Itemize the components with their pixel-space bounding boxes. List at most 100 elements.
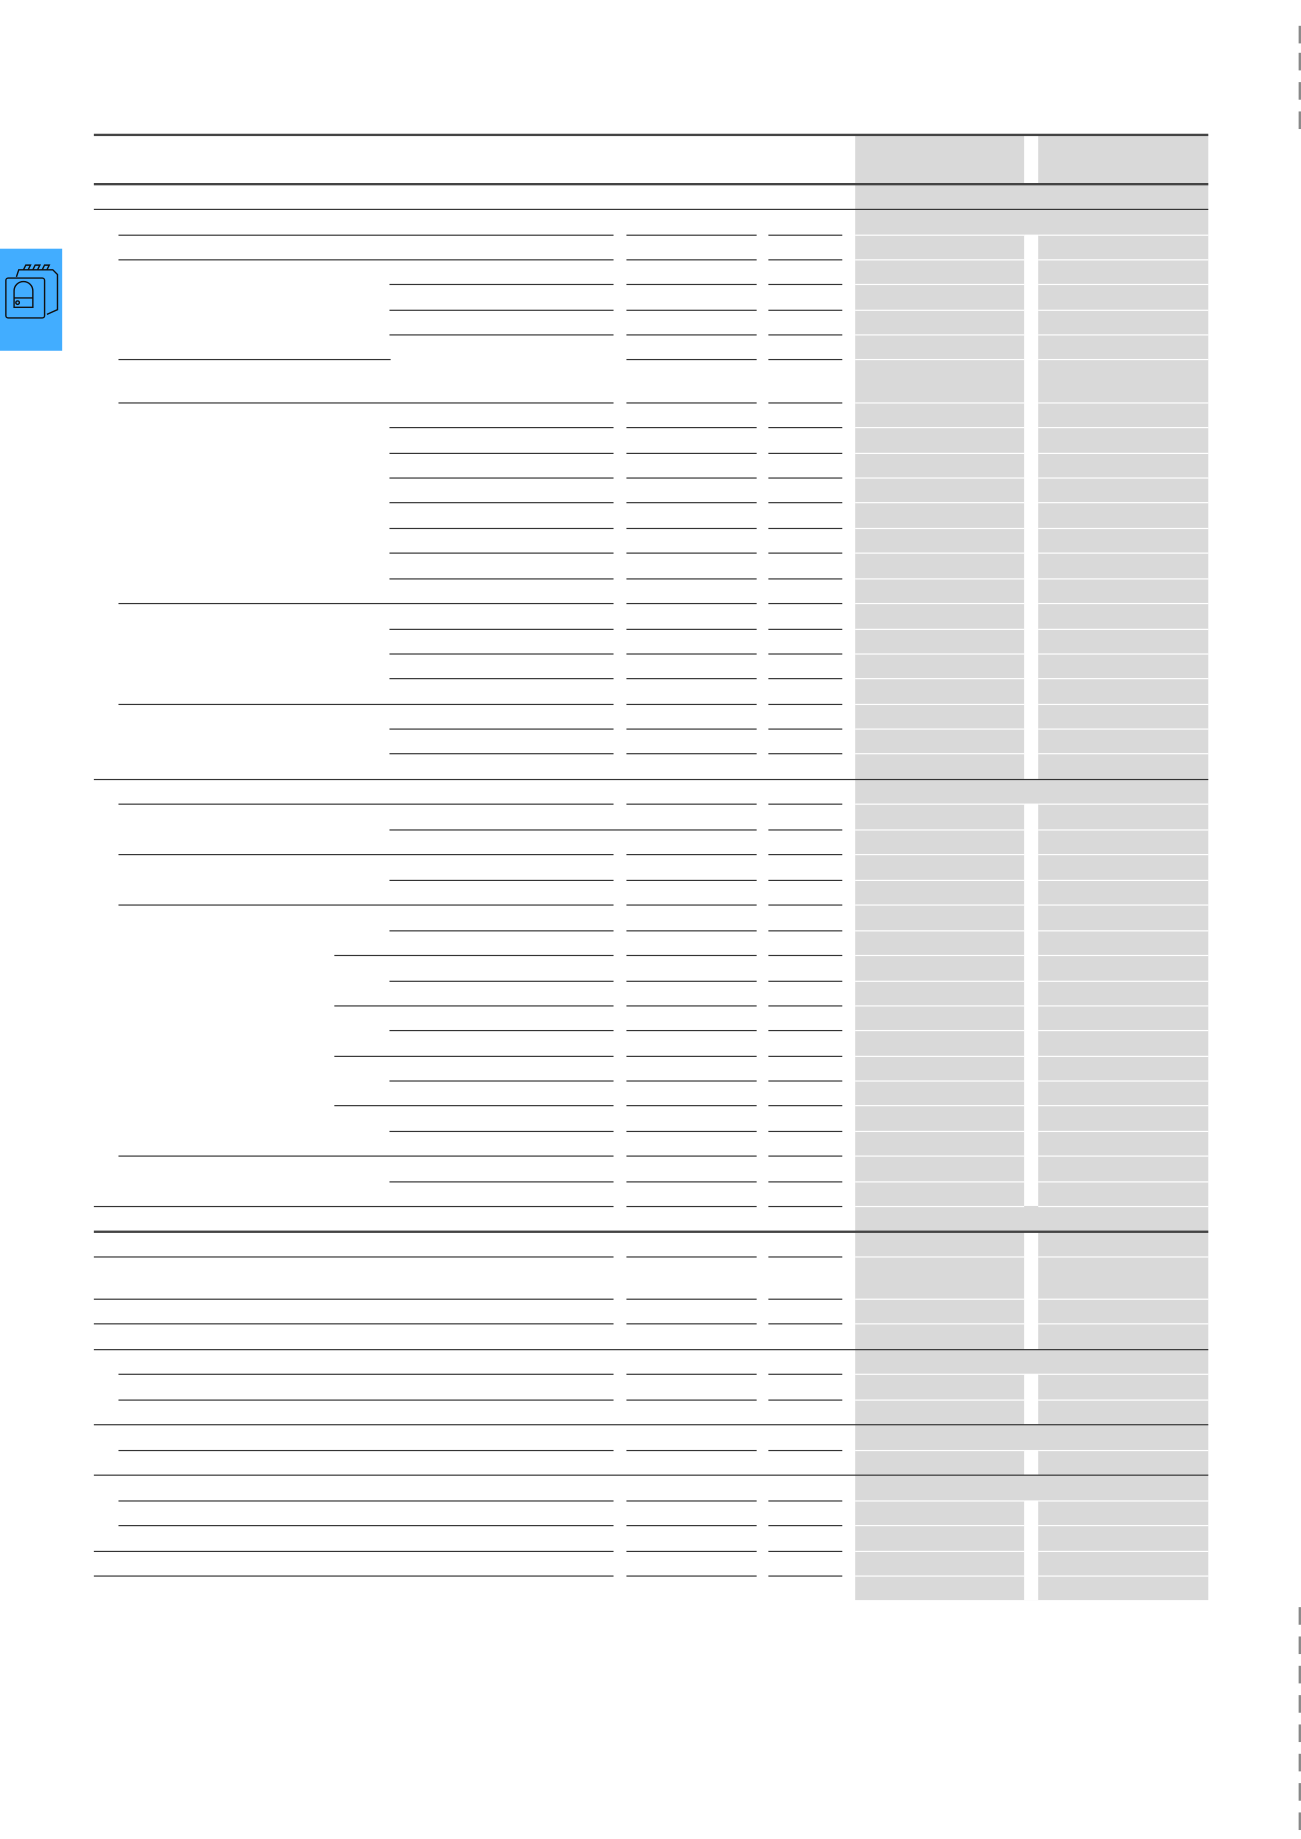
- column-separator: [1024, 134, 1039, 185]
- row-rule: [855, 1550, 1025, 1553]
- row-rule: [389, 980, 614, 982]
- row-rule: [768, 1298, 843, 1300]
- row-rule: [1038, 653, 1209, 655]
- row-rule: [118, 234, 614, 236]
- row-rule: [389, 1130, 614, 1133]
- row-rule: [855, 552, 1025, 554]
- row-rule: [389, 334, 614, 336]
- row-rule: [118, 1399, 614, 1401]
- row-rule: [768, 829, 843, 831]
- row-rule: [1038, 879, 1209, 881]
- row-rule: [626, 1323, 757, 1325]
- row-rule: [1038, 904, 1209, 906]
- row-rule: [1038, 803, 1209, 805]
- row-rule: [768, 1399, 843, 1401]
- row-rule: [389, 829, 757, 831]
- row-rule: [1038, 628, 1209, 630]
- row-rule: [626, 283, 757, 286]
- row-rule: [768, 502, 843, 504]
- row-rule: [389, 653, 614, 655]
- row-rule: [768, 1256, 843, 1258]
- row-rule: [855, 980, 1025, 982]
- row-rule: [118, 402, 614, 404]
- row-rule: [626, 1399, 757, 1401]
- row-rule: [768, 309, 843, 311]
- row-rule: [855, 628, 1025, 630]
- row-rule: [855, 904, 1025, 906]
- row-rule: [1038, 283, 1209, 286]
- row-rule: [855, 1298, 1025, 1300]
- row-rule: [389, 628, 614, 630]
- row-rule: [855, 1525, 1025, 1527]
- row-rule: [118, 703, 614, 706]
- row-rule: [389, 502, 614, 504]
- row-rule: [855, 427, 1025, 429]
- row-rule: [93, 1323, 614, 1325]
- row-rule: [118, 1500, 614, 1502]
- row-rule: [768, 854, 843, 856]
- row-rule: [626, 1205, 757, 1208]
- row-rule: [389, 452, 614, 454]
- row-rule: [768, 283, 843, 286]
- row-rule: [855, 753, 1025, 755]
- row-rule: [1038, 753, 1209, 755]
- row-rule: [1038, 402, 1209, 404]
- row-rule: [768, 954, 843, 957]
- row-rule: [626, 427, 757, 429]
- row-rule: [389, 552, 614, 554]
- row-rule: [1038, 234, 1209, 236]
- row-rule: [389, 578, 614, 580]
- row-rule: [855, 1373, 1025, 1375]
- page-edge-mark: [1298, 1724, 1301, 1743]
- row-rule: [93, 1575, 614, 1577]
- row-rule: [1038, 1399, 1209, 1401]
- row-rule: [855, 1205, 1025, 1208]
- row-rule: [1038, 1005, 1209, 1007]
- row-rule: [1038, 1449, 1209, 1452]
- row-rule: [768, 402, 843, 404]
- row-rule: [768, 1105, 843, 1107]
- row-rule: [855, 334, 1025, 336]
- row-rule: [768, 552, 843, 554]
- row-rule: [1038, 854, 1209, 856]
- row-rule: [855, 358, 1025, 361]
- row-rule: [626, 1130, 757, 1133]
- row-rule: [768, 879, 843, 881]
- row-rule: [118, 803, 614, 805]
- column-separator: [1024, 1373, 1039, 1425]
- row-rule: [626, 334, 757, 336]
- row-rule: [855, 930, 1025, 932]
- row-rule: [855, 502, 1025, 504]
- row-rule: [768, 678, 843, 680]
- row-rule: [1038, 1029, 1209, 1032]
- section-tab[interactable]: [0, 248, 63, 351]
- row-rule: [855, 1155, 1025, 1157]
- row-rule: [626, 1080, 757, 1082]
- row-rule: [855, 259, 1025, 261]
- row-rule: [1038, 452, 1209, 454]
- row-rule: [93, 1205, 614, 1208]
- row-rule: [768, 527, 843, 530]
- row-rule: [334, 1055, 614, 1057]
- row-rule: [768, 602, 843, 605]
- page-edge-mark: [1298, 1636, 1301, 1655]
- row-rule: [626, 552, 757, 554]
- row-rule: [1038, 502, 1209, 504]
- row-rule: [855, 309, 1025, 311]
- row-rule: [1038, 477, 1209, 479]
- row-rule: [855, 1449, 1025, 1452]
- row-rule: [768, 653, 843, 655]
- row-rule: [855, 854, 1025, 856]
- row-rule: [626, 1500, 757, 1502]
- column-separator: [1024, 1449, 1039, 1475]
- row-rule: [1038, 1550, 1209, 1553]
- row-rule: [855, 1500, 1025, 1502]
- row-rule: [855, 728, 1025, 730]
- row-rule: [768, 452, 843, 454]
- row-rule: [1038, 552, 1209, 554]
- row-rule: [855, 402, 1025, 404]
- row-rule: [118, 1155, 614, 1157]
- row-rule: [1038, 980, 1209, 982]
- row-rule: [855, 527, 1025, 530]
